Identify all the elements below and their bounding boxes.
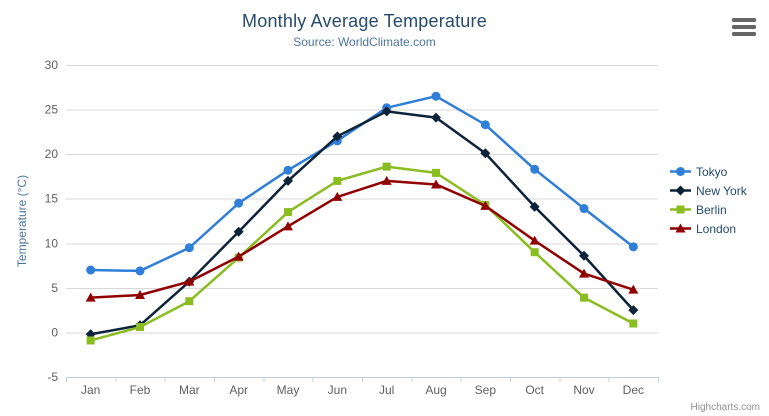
legend-symbol-berlin [676,205,685,214]
marker-london-aug[interactable] [431,179,441,189]
export-menu-button[interactable] [729,15,759,39]
y-axis-tick-label: 5 [51,281,58,295]
marker-london-oct[interactable] [529,235,540,245]
x-axis-label-oct: Oct [525,383,544,397]
legend-marker-tokyo-icon [670,167,691,176]
marker-london-apr[interactable] [233,251,244,261]
marker-tokyo-may[interactable] [283,165,293,175]
marker-berlin-oct[interactable] [530,248,539,257]
marker-berlin-aug[interactable] [432,168,440,177]
x-axis-label-nov: Nov [573,383,594,397]
marker-new-york-jun[interactable] [332,131,343,142]
marker-new-york-dec[interactable] [628,305,639,316]
marker-berlin-jul[interactable] [382,162,391,171]
hamburger-icon [732,32,756,36]
marker-london-jun[interactable] [332,191,343,201]
series-line-berlin[interactable] [89,165,635,342]
marker-london-nov[interactable] [579,268,589,278]
x-axis-label-apr: Apr [229,383,248,397]
marker-tokyo-sep[interactable] [480,120,490,130]
marker-london-jul[interactable] [381,175,392,185]
marker-tokyo-aug[interactable] [431,91,441,101]
y-axis-title: Temperature (°C) [15,175,29,267]
legend-label-new-york: New York [696,183,747,198]
x-axis-label-jan: Jan [81,383,100,397]
marker-berlin-jun[interactable] [333,176,342,185]
x-axis-label-aug: Aug [425,383,446,397]
marker-berlin-dec[interactable] [629,319,638,328]
x-axis-label-mar: Mar [179,383,200,397]
marker-berlin-mar[interactable] [185,297,194,306]
x-axis-label-jun: Jun [328,383,347,397]
marker-new-york-jul[interactable] [381,106,392,117]
marker-tokyo-oct[interactable] [530,164,540,174]
x-axis-label-feb: Feb [130,383,151,397]
legend-item-new-york[interactable]: New York [670,181,747,200]
legend-symbol-tokyo [676,167,685,176]
hamburger-icon [732,18,756,22]
marker-london-may[interactable] [283,221,293,231]
y-axis-tick-label: 25 [45,103,59,117]
marker-berlin-jan[interactable] [86,336,95,345]
marker-london-dec[interactable] [628,284,639,294]
marker-new-york-sep[interactable] [480,148,491,159]
y-axis-tick-label: 15 [45,192,59,206]
legend: Tokyo New York Berlin London [670,162,747,238]
legend-symbol-london [675,223,686,233]
marker-tokyo-feb[interactable] [135,266,145,276]
marker-tokyo-jan[interactable] [86,265,96,275]
y-axis-tick-label: -5 [47,370,58,384]
hamburger-icon [732,25,756,29]
legend-item-tokyo[interactable]: Tokyo [670,162,747,181]
marker-berlin-may[interactable] [284,208,292,217]
marker-new-york-nov[interactable] [579,250,589,261]
marker-london-jan[interactable] [85,292,96,302]
chart-subtitle: Source: WorldClimate.com [293,35,436,49]
legend-label-london: London [696,221,737,236]
marker-berlin-nov[interactable] [580,293,588,302]
legend-label-tokyo: Tokyo [696,164,728,179]
y-axis-tick-label: 0 [51,325,58,339]
legend-marker-new-york-icon [670,185,691,196]
marker-tokyo-dec[interactable] [628,242,638,252]
x-axis-label-sep: Sep [475,383,497,397]
marker-berlin-feb[interactable] [136,323,144,332]
marker-london-sep[interactable] [480,200,491,210]
marker-new-york-apr[interactable] [233,226,244,237]
y-axis-tick-label: 30 [45,58,59,72]
marker-london-feb[interactable] [135,289,145,299]
series-line-new-york[interactable] [89,110,635,336]
legend-marker-london-icon [670,223,691,233]
legend-label-berlin: Berlin [696,202,727,217]
chart-title: Monthly Average Temperature [242,11,487,31]
series-line-london[interactable] [89,179,635,299]
marker-new-york-oct[interactable] [529,201,540,212]
y-axis-tick-label: 10 [45,236,59,250]
marker-tokyo-nov[interactable] [579,204,589,214]
x-axis-label-may: May [277,383,300,397]
marker-tokyo-apr[interactable] [234,198,244,208]
legend-item-london[interactable]: London [670,219,747,238]
x-axis-label-dec: Dec [623,383,644,397]
marker-new-york-may[interactable] [283,175,293,186]
x-axis-label-jul: Jul [379,383,394,397]
legend-marker-berlin-icon [670,205,691,214]
series-line-tokyo[interactable] [89,94,635,273]
marker-tokyo-mar[interactable] [184,243,194,253]
marker-london-mar[interactable] [184,276,195,286]
y-axis-tick-label: 20 [45,147,59,161]
credits-link[interactable]: Highcharts.com [690,402,760,413]
legend-item-berlin[interactable]: Berlin [670,200,747,219]
marker-new-york-aug[interactable] [431,112,441,123]
legend-symbol-new-york [675,185,686,196]
